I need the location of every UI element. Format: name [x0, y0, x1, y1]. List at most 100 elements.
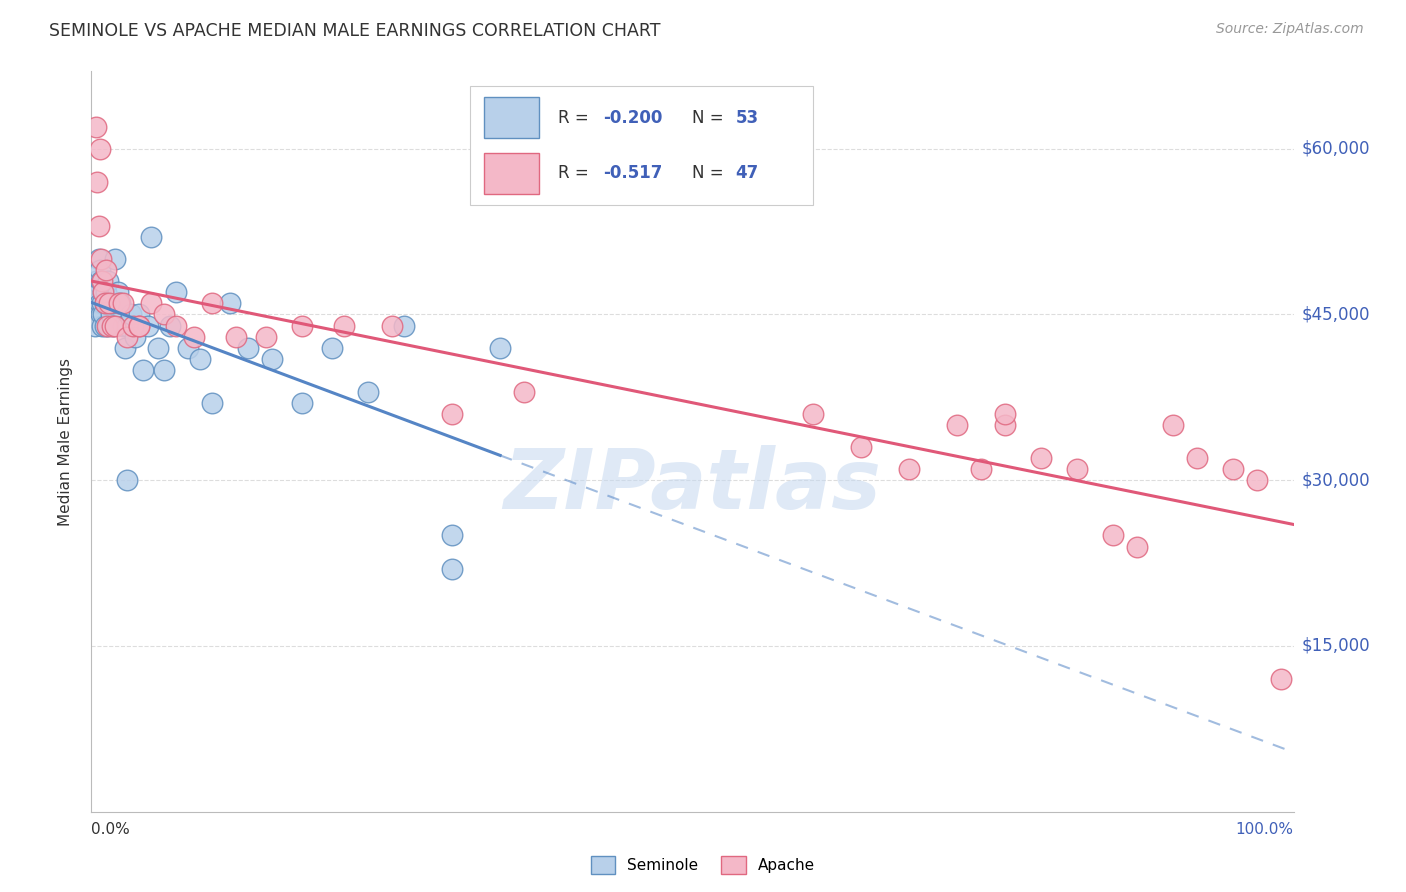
Point	[87, 285, 110, 300]
Point	[97, 318, 120, 333]
Point	[218, 296, 240, 310]
Point	[1270, 672, 1292, 686]
Point	[124, 329, 146, 343]
Point	[440, 407, 463, 421]
Point	[188, 351, 211, 366]
Point	[897, 462, 920, 476]
Point	[201, 296, 224, 310]
Bar	[485, 97, 538, 138]
Point	[110, 296, 132, 310]
Point	[440, 528, 463, 542]
Point	[93, 318, 115, 333]
Point	[87, 219, 110, 233]
Point	[1126, 540, 1149, 554]
Point	[1102, 528, 1125, 542]
Point	[100, 308, 122, 322]
Point	[970, 462, 993, 476]
Point	[183, 329, 205, 343]
Point	[104, 318, 127, 333]
Point	[93, 285, 115, 300]
Point	[381, 318, 404, 333]
Point	[91, 296, 114, 310]
Point	[84, 318, 107, 333]
Point	[90, 252, 112, 267]
Text: 100.0%: 100.0%	[1236, 822, 1294, 837]
Point	[849, 440, 872, 454]
Point	[1161, 417, 1184, 432]
Point	[107, 285, 129, 300]
Point	[89, 296, 111, 310]
Point	[86, 296, 108, 310]
Point	[98, 296, 121, 310]
Point	[146, 341, 169, 355]
Point	[254, 329, 277, 343]
Point	[513, 384, 536, 399]
Point	[801, 407, 824, 421]
Point	[159, 318, 181, 333]
Point	[489, 341, 512, 355]
Point	[122, 318, 145, 333]
Point	[1029, 451, 1052, 466]
Point	[236, 341, 259, 355]
Point	[89, 142, 111, 156]
Text: -0.517: -0.517	[603, 164, 662, 182]
Point	[165, 285, 187, 300]
Point	[136, 318, 159, 333]
Point	[291, 318, 314, 333]
Point	[108, 296, 131, 310]
Point	[86, 175, 108, 189]
Text: Source: ZipAtlas.com: Source: ZipAtlas.com	[1216, 22, 1364, 37]
Point	[101, 296, 124, 310]
Text: R =: R =	[558, 164, 599, 182]
Point	[101, 318, 124, 333]
Point	[93, 308, 115, 322]
Point	[392, 318, 415, 333]
Text: 0.0%: 0.0%	[91, 822, 131, 837]
Point	[96, 296, 118, 310]
Text: -0.200: -0.200	[603, 109, 662, 127]
Point	[91, 318, 114, 333]
Text: ZIPatlas: ZIPatlas	[503, 445, 882, 526]
Point	[94, 263, 117, 277]
Point	[1066, 462, 1088, 476]
Point	[96, 318, 118, 333]
Point	[84, 274, 107, 288]
Point	[94, 285, 117, 300]
Point	[89, 263, 111, 277]
Point	[440, 561, 463, 575]
Point	[994, 417, 1017, 432]
Point	[97, 274, 120, 288]
Point	[165, 318, 187, 333]
Point	[91, 274, 114, 288]
Text: N =: N =	[692, 164, 730, 182]
Point	[128, 308, 150, 322]
Y-axis label: Median Male Earnings: Median Male Earnings	[58, 358, 73, 525]
Text: SEMINOLE VS APACHE MEDIAN MALE EARNINGS CORRELATION CHART: SEMINOLE VS APACHE MEDIAN MALE EARNINGS …	[49, 22, 661, 40]
Point	[176, 341, 198, 355]
Legend: Seminole, Apache: Seminole, Apache	[585, 850, 821, 880]
Point	[291, 396, 314, 410]
Point	[111, 296, 134, 310]
Point	[90, 308, 112, 322]
Text: $45,000: $45,000	[1302, 305, 1371, 324]
Point	[994, 407, 1017, 421]
Point	[152, 362, 174, 376]
Point	[111, 318, 134, 333]
Point	[98, 296, 121, 310]
Bar	[485, 153, 538, 194]
Point	[87, 252, 110, 267]
Point	[260, 351, 283, 366]
Point	[1222, 462, 1244, 476]
Text: R =: R =	[558, 109, 593, 127]
Point	[333, 318, 356, 333]
Text: $60,000: $60,000	[1302, 140, 1371, 158]
Point	[141, 230, 163, 244]
Text: N =: N =	[692, 109, 730, 127]
Point	[201, 396, 224, 410]
Point	[225, 329, 247, 343]
Point	[946, 417, 969, 432]
Point	[104, 252, 127, 267]
Point	[117, 318, 139, 333]
Point	[93, 285, 115, 300]
Point	[128, 318, 150, 333]
